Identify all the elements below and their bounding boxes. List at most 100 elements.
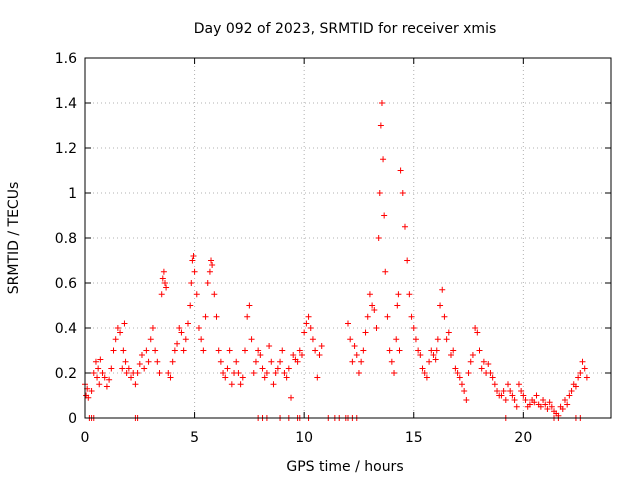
data-point xyxy=(544,406,551,412)
data-point xyxy=(290,352,297,358)
data-point xyxy=(160,268,167,275)
data-point xyxy=(502,397,509,403)
data-point xyxy=(301,329,308,336)
data-point xyxy=(233,358,240,365)
data-point xyxy=(96,381,103,388)
data-point xyxy=(309,336,316,343)
data-point xyxy=(498,392,505,399)
data-point xyxy=(522,397,529,403)
data-point xyxy=(421,370,428,376)
chart-title: Day 092 of 2023, SRMTID for receiver xmi… xyxy=(194,21,497,37)
data-point xyxy=(485,361,492,367)
data-point xyxy=(294,358,301,365)
data-point xyxy=(430,352,437,358)
data-point xyxy=(206,268,213,275)
data-point xyxy=(465,370,472,376)
x-tick-label: 15 xyxy=(405,430,423,446)
plot-frame xyxy=(84,57,612,419)
data-point xyxy=(191,268,198,275)
data-point xyxy=(417,352,424,358)
data-point xyxy=(542,401,549,408)
data-point xyxy=(577,370,584,376)
data-point xyxy=(303,320,310,327)
data-point xyxy=(513,403,520,410)
data-point xyxy=(202,313,209,320)
data-point xyxy=(112,336,119,343)
data-point xyxy=(283,374,290,381)
data-point xyxy=(347,336,354,343)
data-point xyxy=(180,347,187,354)
data-point xyxy=(163,284,170,291)
data-point xyxy=(568,388,575,394)
data-point xyxy=(318,343,325,349)
data-point xyxy=(161,280,168,286)
y-tick-label: 0.4 xyxy=(55,321,77,337)
data-point xyxy=(345,320,351,327)
data-point xyxy=(458,381,465,388)
data-point xyxy=(101,374,108,381)
data-point xyxy=(472,325,479,331)
data-point xyxy=(274,365,281,372)
data-point xyxy=(279,347,286,354)
data-point xyxy=(358,358,365,365)
y-tick-label: 0.8 xyxy=(55,231,77,247)
data-point xyxy=(355,370,362,376)
data-point xyxy=(386,347,393,354)
data-point xyxy=(351,343,358,349)
data-point xyxy=(136,361,143,367)
data-point xyxy=(349,358,356,365)
data-point xyxy=(176,325,183,331)
data-point xyxy=(369,302,376,309)
data-point xyxy=(378,100,385,106)
data-point xyxy=(531,399,538,406)
data-point xyxy=(384,313,391,320)
data-point xyxy=(121,320,128,327)
data-point xyxy=(171,347,178,354)
data-point xyxy=(579,358,586,365)
data-point xyxy=(432,356,439,363)
data-point xyxy=(103,383,110,390)
data-point xyxy=(141,365,148,372)
data-point xyxy=(120,347,127,354)
x-tick-label: 20 xyxy=(514,430,532,446)
data-point xyxy=(159,275,166,282)
data-point xyxy=(559,406,566,412)
data-point xyxy=(257,352,264,358)
data-point xyxy=(412,336,419,343)
data-point xyxy=(114,325,121,331)
data-point xyxy=(156,370,163,376)
y-tick-label: 1 xyxy=(68,186,77,202)
data-point xyxy=(117,329,124,336)
data-point xyxy=(364,313,371,320)
data-point xyxy=(566,392,573,399)
data-point xyxy=(515,381,522,388)
data-point xyxy=(474,329,481,336)
data-point xyxy=(99,370,106,376)
data-point xyxy=(419,365,426,372)
data-point xyxy=(476,347,483,354)
data-point xyxy=(122,358,129,365)
data-point xyxy=(423,374,430,381)
data-point xyxy=(110,347,117,354)
data-point xyxy=(241,347,248,354)
data-point xyxy=(138,352,145,358)
data-point xyxy=(248,336,255,343)
y-tick-label: 0.6 xyxy=(55,276,77,292)
data-point xyxy=(143,347,150,354)
data-point xyxy=(546,399,553,406)
data-point xyxy=(362,329,369,336)
data-point xyxy=(220,370,227,376)
data-point xyxy=(204,280,211,286)
data-point xyxy=(213,313,220,320)
data-point xyxy=(382,268,389,275)
data-point xyxy=(583,374,590,381)
data-point xyxy=(353,352,360,358)
data-point xyxy=(426,358,433,365)
data-point xyxy=(394,302,401,309)
data-point xyxy=(439,286,446,293)
data-point xyxy=(489,374,496,381)
data-point xyxy=(226,347,233,354)
data-point xyxy=(443,336,450,343)
data-point xyxy=(252,358,259,365)
